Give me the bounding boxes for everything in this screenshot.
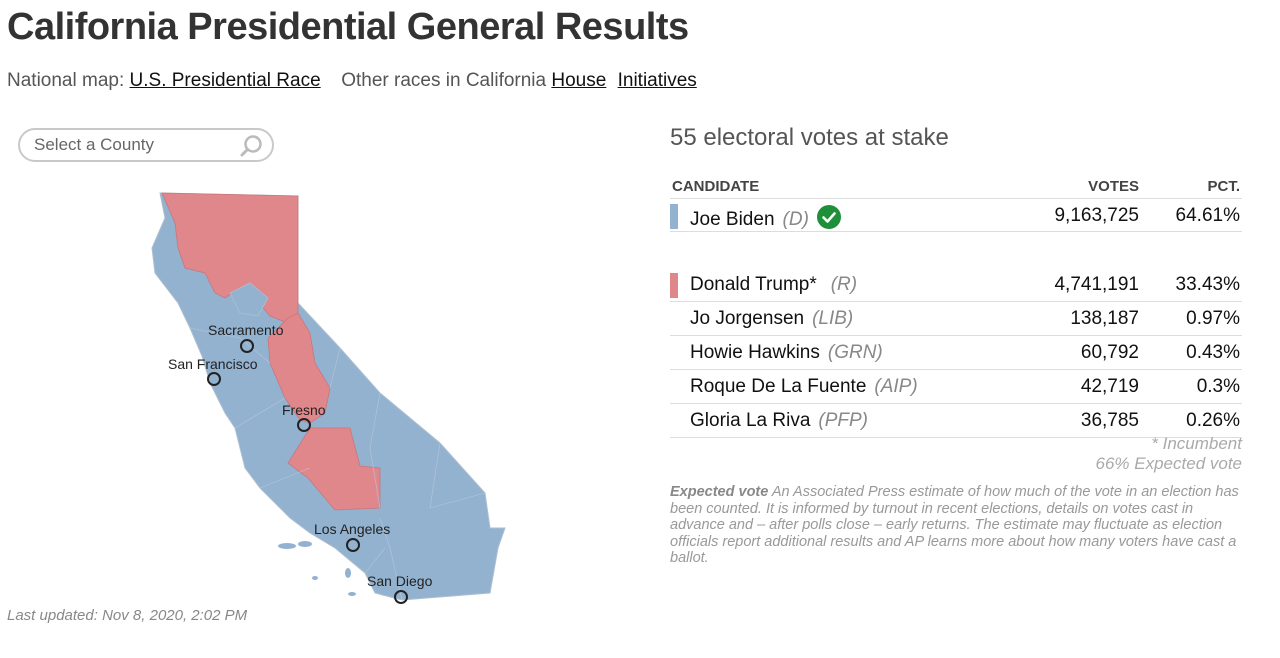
- expected-vote-note: 66% Expected vote: [1095, 454, 1242, 473]
- county-search[interactable]: [18, 128, 274, 162]
- san-diego-marker[interactable]: [394, 590, 408, 604]
- winner-check-icon: [816, 205, 841, 235]
- candidate-votes: 42,719: [1080, 376, 1139, 397]
- channel-islands: [278, 541, 356, 596]
- candidate-name: Howie Hawkins: [690, 342, 820, 363]
- subnav: National map: U.S. Presidential Race Oth…: [7, 70, 697, 92]
- other-races-label: Other races in California: [341, 70, 547, 91]
- electoral-votes-at-stake: 55 electoral votes at stake: [670, 124, 949, 151]
- search-icon[interactable]: [240, 134, 264, 163]
- expected-vote-explainer: Expected vote An Associated Press estima…: [670, 484, 1245, 567]
- candidate-pct: 64.61%: [1175, 205, 1240, 226]
- candidate-name: Donald Trump*: [690, 274, 817, 295]
- candidate-name: Joe Biden: [690, 209, 775, 230]
- candidate-pct: 0.43%: [1186, 342, 1240, 363]
- candidate-party: (LIB): [812, 308, 854, 329]
- san-diego-label: San Diego: [367, 573, 433, 589]
- initiatives-link[interactable]: Initiatives: [617, 70, 697, 91]
- county-search-input[interactable]: [34, 135, 234, 155]
- candidate-row: Joe Biden (D) 9,163,725 64.61%: [670, 199, 1242, 232]
- candidate-votes: 36,785: [1080, 410, 1139, 431]
- candidate-row: Donald Trump* (R) 4,741,191 33.43%: [670, 268, 1242, 302]
- los-angeles-marker[interactable]: [346, 538, 360, 552]
- sacramento-marker[interactable]: [240, 339, 254, 353]
- candidate-name: Gloria La Riva: [690, 410, 811, 431]
- los-angeles-label: Los Angeles: [314, 521, 390, 537]
- votes-header: VOTES: [1088, 178, 1139, 195]
- party-color-swatch: [670, 273, 678, 298]
- explainer-text: An Associated Press estimate of how much…: [670, 484, 1239, 566]
- results-header: CANDIDATE VOTES PCT.: [670, 176, 1242, 199]
- incumbent-note: * Incumbent: [1151, 434, 1242, 453]
- results-notes: * Incumbent 66% Expected vote: [1096, 434, 1242, 474]
- candidate-votes: 138,187: [1070, 308, 1139, 329]
- fresno-marker[interactable]: [297, 418, 311, 432]
- map-dem-sacramento: [229, 282, 269, 317]
- fresno-label: Fresno: [282, 402, 326, 418]
- party-color-swatch: [670, 204, 678, 229]
- candidate-votes: 60,792: [1080, 342, 1139, 363]
- candidate-name: Jo Jorgensen: [690, 308, 805, 329]
- candidate-votes: 4,741,191: [1054, 274, 1139, 295]
- map-rep-area-valley[interactable]: [267, 312, 331, 424]
- candidate-pct: 0.3%: [1196, 376, 1240, 397]
- last-updated: Last updated: Nov 8, 2020, 2:02 PM: [7, 607, 248, 624]
- candidate-party: (R): [830, 274, 858, 295]
- us-presidential-race-link[interactable]: U.S. Presidential Race: [129, 70, 321, 91]
- sacramento-label: Sacramento: [208, 322, 284, 338]
- candidate-party: (GRN): [827, 342, 883, 363]
- page-title: California Presidential General Results: [7, 6, 689, 48]
- candidate-pct: 33.43%: [1175, 274, 1240, 295]
- results-table: CANDIDATE VOTES PCT. Joe Biden (D) 9,163,…: [670, 176, 1242, 438]
- candidate-row: Roque De La Fuente (AIP) 42,719 0.3%: [670, 370, 1242, 404]
- candidate-votes: 9,163,725: [1054, 205, 1139, 226]
- candidate-row: Gloria La Riva (PFP) 36,785 0.26%: [670, 404, 1242, 438]
- candidate-row: Howie Hawkins (GRN) 60,792 0.43%: [670, 336, 1242, 370]
- candidate-party: (PFP): [818, 410, 868, 431]
- explainer-label: Expected vote: [670, 484, 769, 500]
- san-francisco-marker[interactable]: [207, 372, 221, 386]
- candidate-name: Roque De La Fuente: [690, 376, 867, 397]
- candidate-row: Jo Jorgensen (LIB) 138,187 0.97%: [670, 302, 1242, 336]
- san-francisco-label: San Francisco: [168, 356, 258, 372]
- candidate-party: (AIP): [874, 376, 918, 397]
- pct-header: PCT.: [1207, 178, 1240, 195]
- national-map-label: National map:: [7, 70, 125, 91]
- candidate-pct: 0.97%: [1186, 308, 1240, 329]
- candidate-party: (D): [782, 209, 809, 230]
- california-county-map[interactable]: Sacramento San Francisco Fresno Los Ange…: [140, 188, 510, 618]
- candidate-header: CANDIDATE: [672, 178, 760, 195]
- house-link[interactable]: House: [551, 70, 607, 91]
- candidate-pct: 0.26%: [1186, 410, 1240, 431]
